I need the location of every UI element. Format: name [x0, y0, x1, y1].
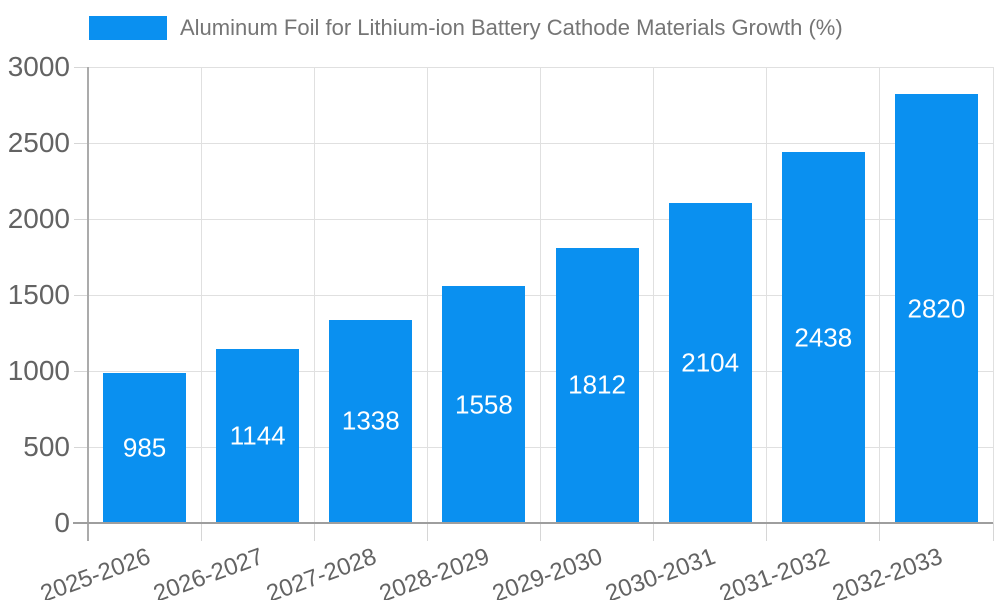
- bar-value-label: 2438: [794, 322, 853, 353]
- bar-value-label: 1338: [341, 405, 400, 436]
- y-tick: [74, 446, 88, 448]
- y-tick: [74, 370, 88, 372]
- bar-value-label: 2820: [907, 293, 966, 324]
- x-tick: [200, 523, 202, 541]
- bar-2028-2029[interactable]: [442, 286, 526, 523]
- v-gridline: [313, 67, 315, 523]
- bar-2027-2028[interactable]: [329, 319, 413, 523]
- x-axis-label: 2032-2033: [828, 543, 946, 600]
- x-axis-label: 2029-2030: [489, 543, 607, 600]
- v-gridline: [653, 67, 655, 523]
- y-axis-label: 2000: [7, 203, 70, 234]
- legend-swatch: [89, 16, 167, 40]
- x-axis-label: 2030-2031: [602, 543, 720, 600]
- y-axis-label: 0: [54, 507, 70, 538]
- y-axis-label: 500: [23, 431, 70, 462]
- y-axis-label: 3000: [7, 51, 70, 82]
- x-axis-label: 2031-2032: [715, 543, 833, 600]
- legend-label: Aluminum Foil for Lithium-ion Battery Ca…: [180, 15, 843, 40]
- x-tick: [992, 523, 994, 541]
- bar-value-label: 985: [122, 432, 167, 463]
- y-axis-label: 1500: [7, 279, 70, 310]
- y-axis-label: 2500: [7, 127, 70, 158]
- v-gridline: [540, 67, 541, 523]
- bar-2030-2031[interactable]: [668, 203, 752, 523]
- y-tick: [74, 66, 88, 68]
- v-gridline: [992, 67, 994, 523]
- y-tick: [74, 142, 88, 144]
- x-axis-label: 2028-2029: [376, 543, 494, 600]
- x-axis-line: [73, 522, 993, 524]
- y-tick: [74, 294, 88, 296]
- bar-2029-2030[interactable]: [555, 247, 639, 523]
- x-axis-label: 2027-2028: [262, 543, 381, 600]
- bar-value-label: 1144: [229, 420, 286, 451]
- bar-value-label: 1812: [568, 369, 626, 400]
- x-tick: [313, 523, 315, 541]
- bar-2032-2033[interactable]: [894, 94, 978, 523]
- x-axis-label: 2026-2027: [149, 543, 267, 600]
- x-tick: [879, 523, 881, 541]
- bar-2026-2027[interactable]: [216, 349, 300, 523]
- bar-2031-2032[interactable]: [781, 152, 865, 523]
- v-gridline: [200, 67, 202, 523]
- y-axis-label: 1000: [7, 355, 70, 386]
- v-gridline: [766, 67, 768, 523]
- legend: Aluminum Foil for Lithium-ion Battery Ca…: [89, 15, 843, 41]
- bar-value-label: 1558: [455, 389, 513, 420]
- bar-value-label: 2104: [681, 347, 740, 378]
- x-axis-label: 2025-2026: [36, 543, 154, 600]
- x-tick: [766, 523, 768, 541]
- x-tick: [426, 523, 428, 541]
- v-gridline: [426, 67, 428, 523]
- x-tick: [653, 523, 655, 541]
- y-tick: [74, 218, 88, 220]
- x-tick: [540, 523, 541, 541]
- v-gridline: [879, 67, 881, 523]
- bar-2025-2026[interactable]: [103, 373, 187, 523]
- y-axis-line: [87, 67, 89, 541]
